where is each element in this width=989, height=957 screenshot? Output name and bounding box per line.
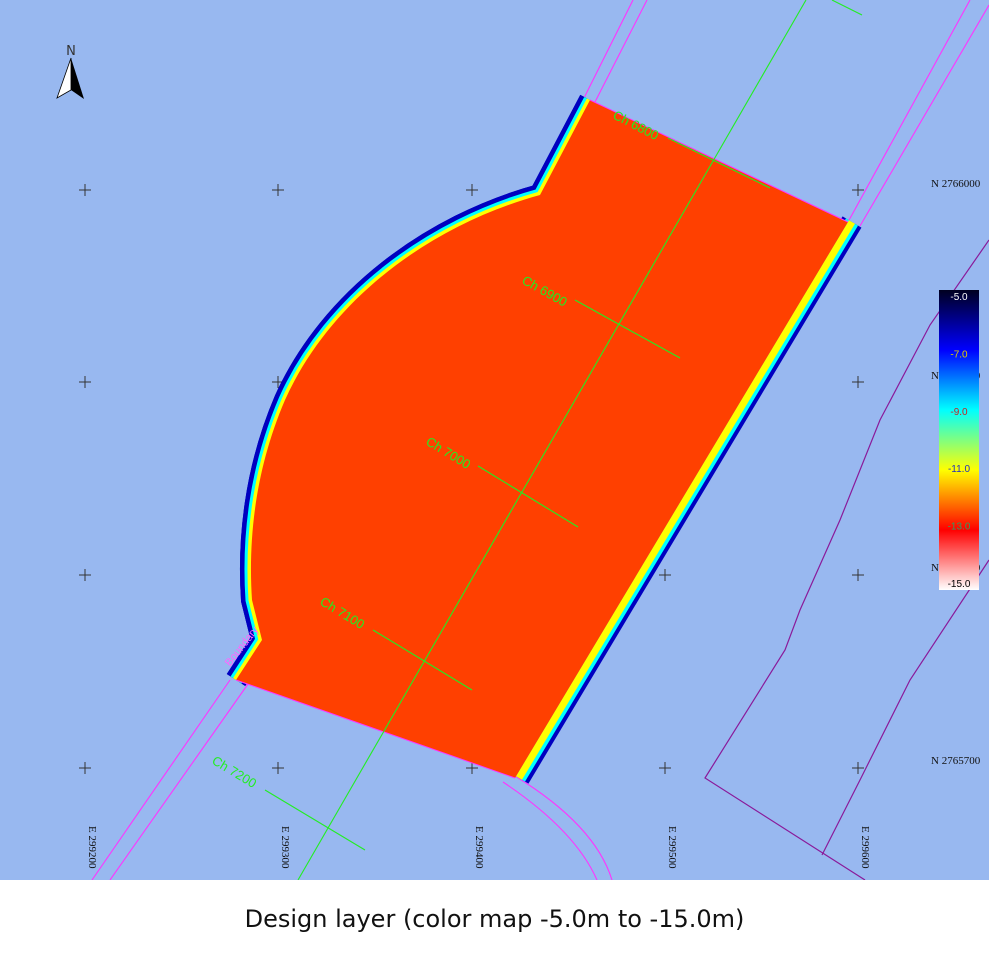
- alignment: [264, 0, 863, 880]
- easting-label: E 299500: [666, 826, 678, 869]
- design-area: [236, 100, 848, 778]
- grid-cross: [659, 762, 671, 774]
- easting-label: E 299400: [473, 826, 485, 869]
- legend-tick-label: -13.0: [948, 522, 971, 533]
- north-label: N: [66, 44, 76, 59]
- grid-cross: [272, 762, 284, 774]
- grid-cross: [852, 762, 864, 774]
- easting-label: E 299300: [279, 826, 291, 869]
- chainage-label: Ch 7200: [209, 753, 259, 791]
- cadastre-lines: [704, 239, 989, 880]
- legend-gradient-bar: [939, 290, 979, 590]
- grid-cross: [852, 376, 864, 388]
- grid-cross: [79, 376, 91, 388]
- easting-label: E 299200: [86, 826, 98, 869]
- north-arrow-icon: N: [56, 44, 84, 99]
- grid-cross: [79, 762, 91, 774]
- grid-cross: [79, 569, 91, 581]
- grid-cross: [272, 184, 284, 196]
- northing-label: N 2765700: [931, 755, 981, 767]
- grid-cross: [466, 184, 478, 196]
- legend-tick-label: -9.0: [950, 407, 968, 418]
- map-svg: Ch 6800 Ch 6900 Ch 7000 Ch 7100 Ch 7200 …: [56, 0, 989, 880]
- easting-labels: E 299200 E 299300 E 299400 E 299500 E 29…: [86, 826, 871, 869]
- grid-cross: [852, 569, 864, 581]
- road-boundary-lines: [91, 0, 989, 880]
- legend-tick-label: -15.0: [948, 579, 971, 590]
- legend-tick-label: -11.0: [948, 464, 970, 475]
- grid-cross: [852, 184, 864, 196]
- grid-cross: [659, 569, 671, 581]
- color-legend: -5.0 -7.0 -9.0 -11.0 -13.0 -15.0: [939, 290, 979, 590]
- legend-tick-label: -5.0: [950, 292, 968, 303]
- legend-tick-label: -7.0: [950, 349, 968, 360]
- easting-label: E 299600: [859, 826, 871, 869]
- grid-cross: [79, 184, 91, 196]
- design-surface: [236, 100, 862, 784]
- figure-caption: Design layer (color map -5.0m to -15.0m): [0, 880, 989, 957]
- grid-cross: [466, 762, 478, 774]
- northing-label: N 2766000: [931, 178, 981, 190]
- map-canvas[interactable]: Ch 6800 Ch 6900 Ch 7000 Ch 7100 Ch 7200 …: [0, 0, 989, 880]
